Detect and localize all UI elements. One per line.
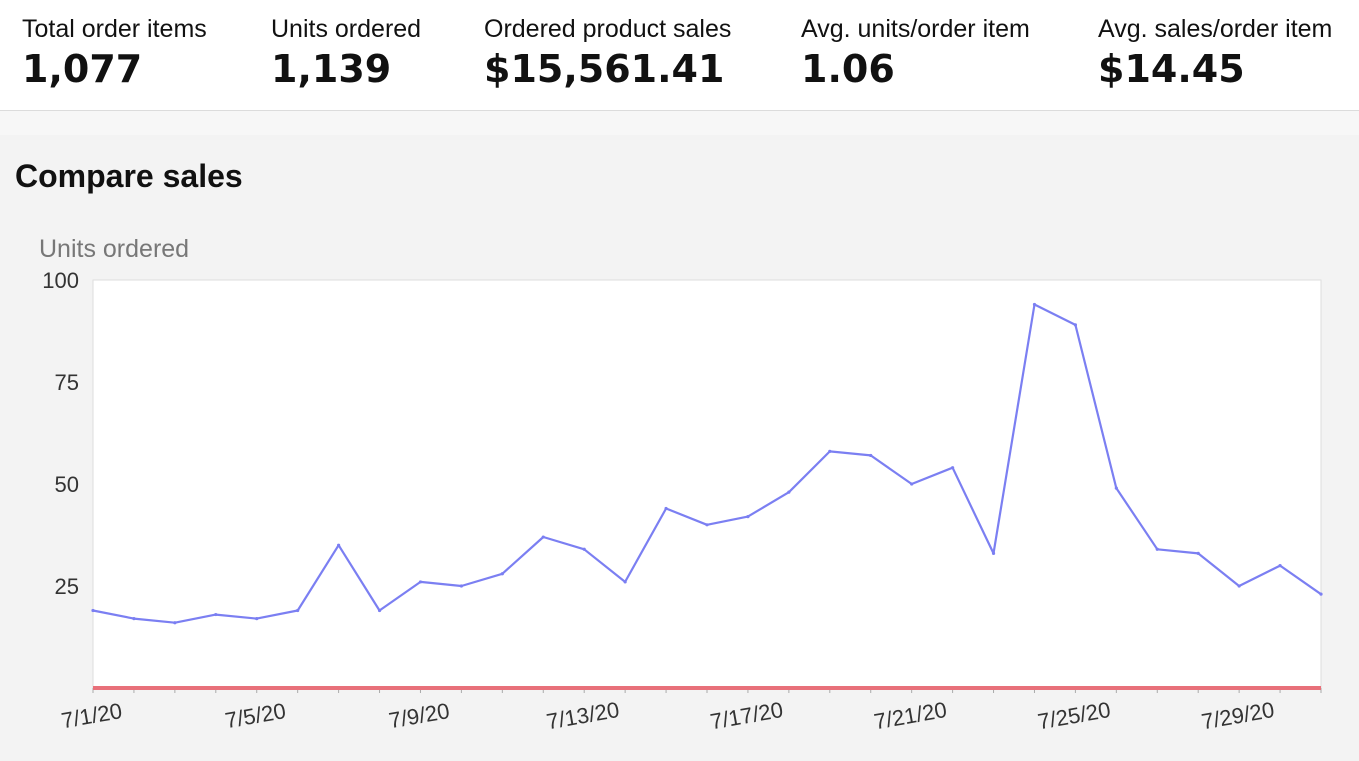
data-point <box>377 608 382 613</box>
data-point <box>664 506 668 511</box>
data-point <box>1319 592 1323 596</box>
metric-value: $15,561.41 <box>484 47 725 91</box>
data-point <box>418 580 423 584</box>
y-tick-label: 75 <box>55 370 79 395</box>
x-tick-label: 7/29/20 <box>1200 697 1277 734</box>
data-point <box>828 449 832 453</box>
data-point <box>173 621 177 625</box>
data-point <box>1237 584 1241 588</box>
data-point <box>746 515 750 519</box>
data-point <box>296 608 300 613</box>
x-tick-label: 7/21/20 <box>872 697 949 734</box>
data-point <box>255 617 259 621</box>
x-tick-label: 7/17/20 <box>708 697 785 734</box>
y-tick-label: 25 <box>55 574 79 599</box>
metric-label: Avg. units/order item <box>801 15 1030 43</box>
data-point <box>1073 323 1077 327</box>
metric-value: 1,139 <box>271 47 392 91</box>
y-tick-label: 100 <box>42 268 79 293</box>
data-point <box>1155 547 1159 551</box>
x-tick-label: 7/13/20 <box>545 697 622 734</box>
x-tick-label: 7/5/20 <box>223 698 288 733</box>
metrics-bar: Total order items 1,077 Units ordered 1,… <box>0 0 1359 111</box>
plot-area <box>92 279 1322 689</box>
x-tick-label: 7/9/20 <box>387 698 452 733</box>
data-point <box>951 466 955 470</box>
x-tick-label: 7/25/20 <box>1036 697 1113 734</box>
data-point <box>541 535 545 539</box>
data-point <box>459 584 463 588</box>
metric-label: Total order items <box>22 15 207 43</box>
data-point <box>1114 486 1118 490</box>
data-point <box>1278 564 1282 568</box>
metric-label: Ordered product sales <box>484 15 732 43</box>
data-point <box>91 608 95 613</box>
metric-label: Units ordered <box>271 15 422 43</box>
data-point <box>787 490 791 494</box>
data-point <box>214 612 218 617</box>
data-point <box>869 453 873 458</box>
y-tick-label: 50 <box>55 472 79 497</box>
data-point <box>705 523 709 527</box>
data-point <box>337 543 341 547</box>
data-point <box>910 482 914 486</box>
data-point <box>500 572 504 576</box>
metric-value: $14.45 <box>1098 47 1245 91</box>
divider-band <box>0 111 1359 135</box>
metric-value: 1.06 <box>801 47 895 91</box>
data-point <box>132 617 136 621</box>
data-point <box>1032 302 1037 307</box>
metric-ordered-product-sales: Ordered product sales $15,561.41 <box>484 14 731 92</box>
metric-avg-units-per-order-item: Avg. units/order item 1.06 <box>801 14 1030 92</box>
x-tick-label: 7/1/20 <box>59 698 124 733</box>
units-ordered-chart: Units ordered 25 50 75 100 7/1/20 7/5/20 7/9/20… <box>39 235 1323 734</box>
data-point <box>582 547 586 551</box>
metric-units-ordered: Units ordered 1,139 <box>271 14 421 92</box>
metric-avg-sales-per-order-item: Avg. sales/order item $14.45 <box>1098 14 1332 92</box>
data-point <box>1196 551 1200 555</box>
section-title: Compare sales <box>15 158 243 194</box>
metric-value: 1,077 <box>22 47 143 91</box>
data-point <box>991 551 996 555</box>
metric-label: Avg. sales/order item <box>1098 15 1333 43</box>
y-axis-label: Units ordered <box>39 235 189 263</box>
metric-total-order-items: Total order items 1,077 <box>22 14 207 92</box>
data-point <box>623 580 627 584</box>
